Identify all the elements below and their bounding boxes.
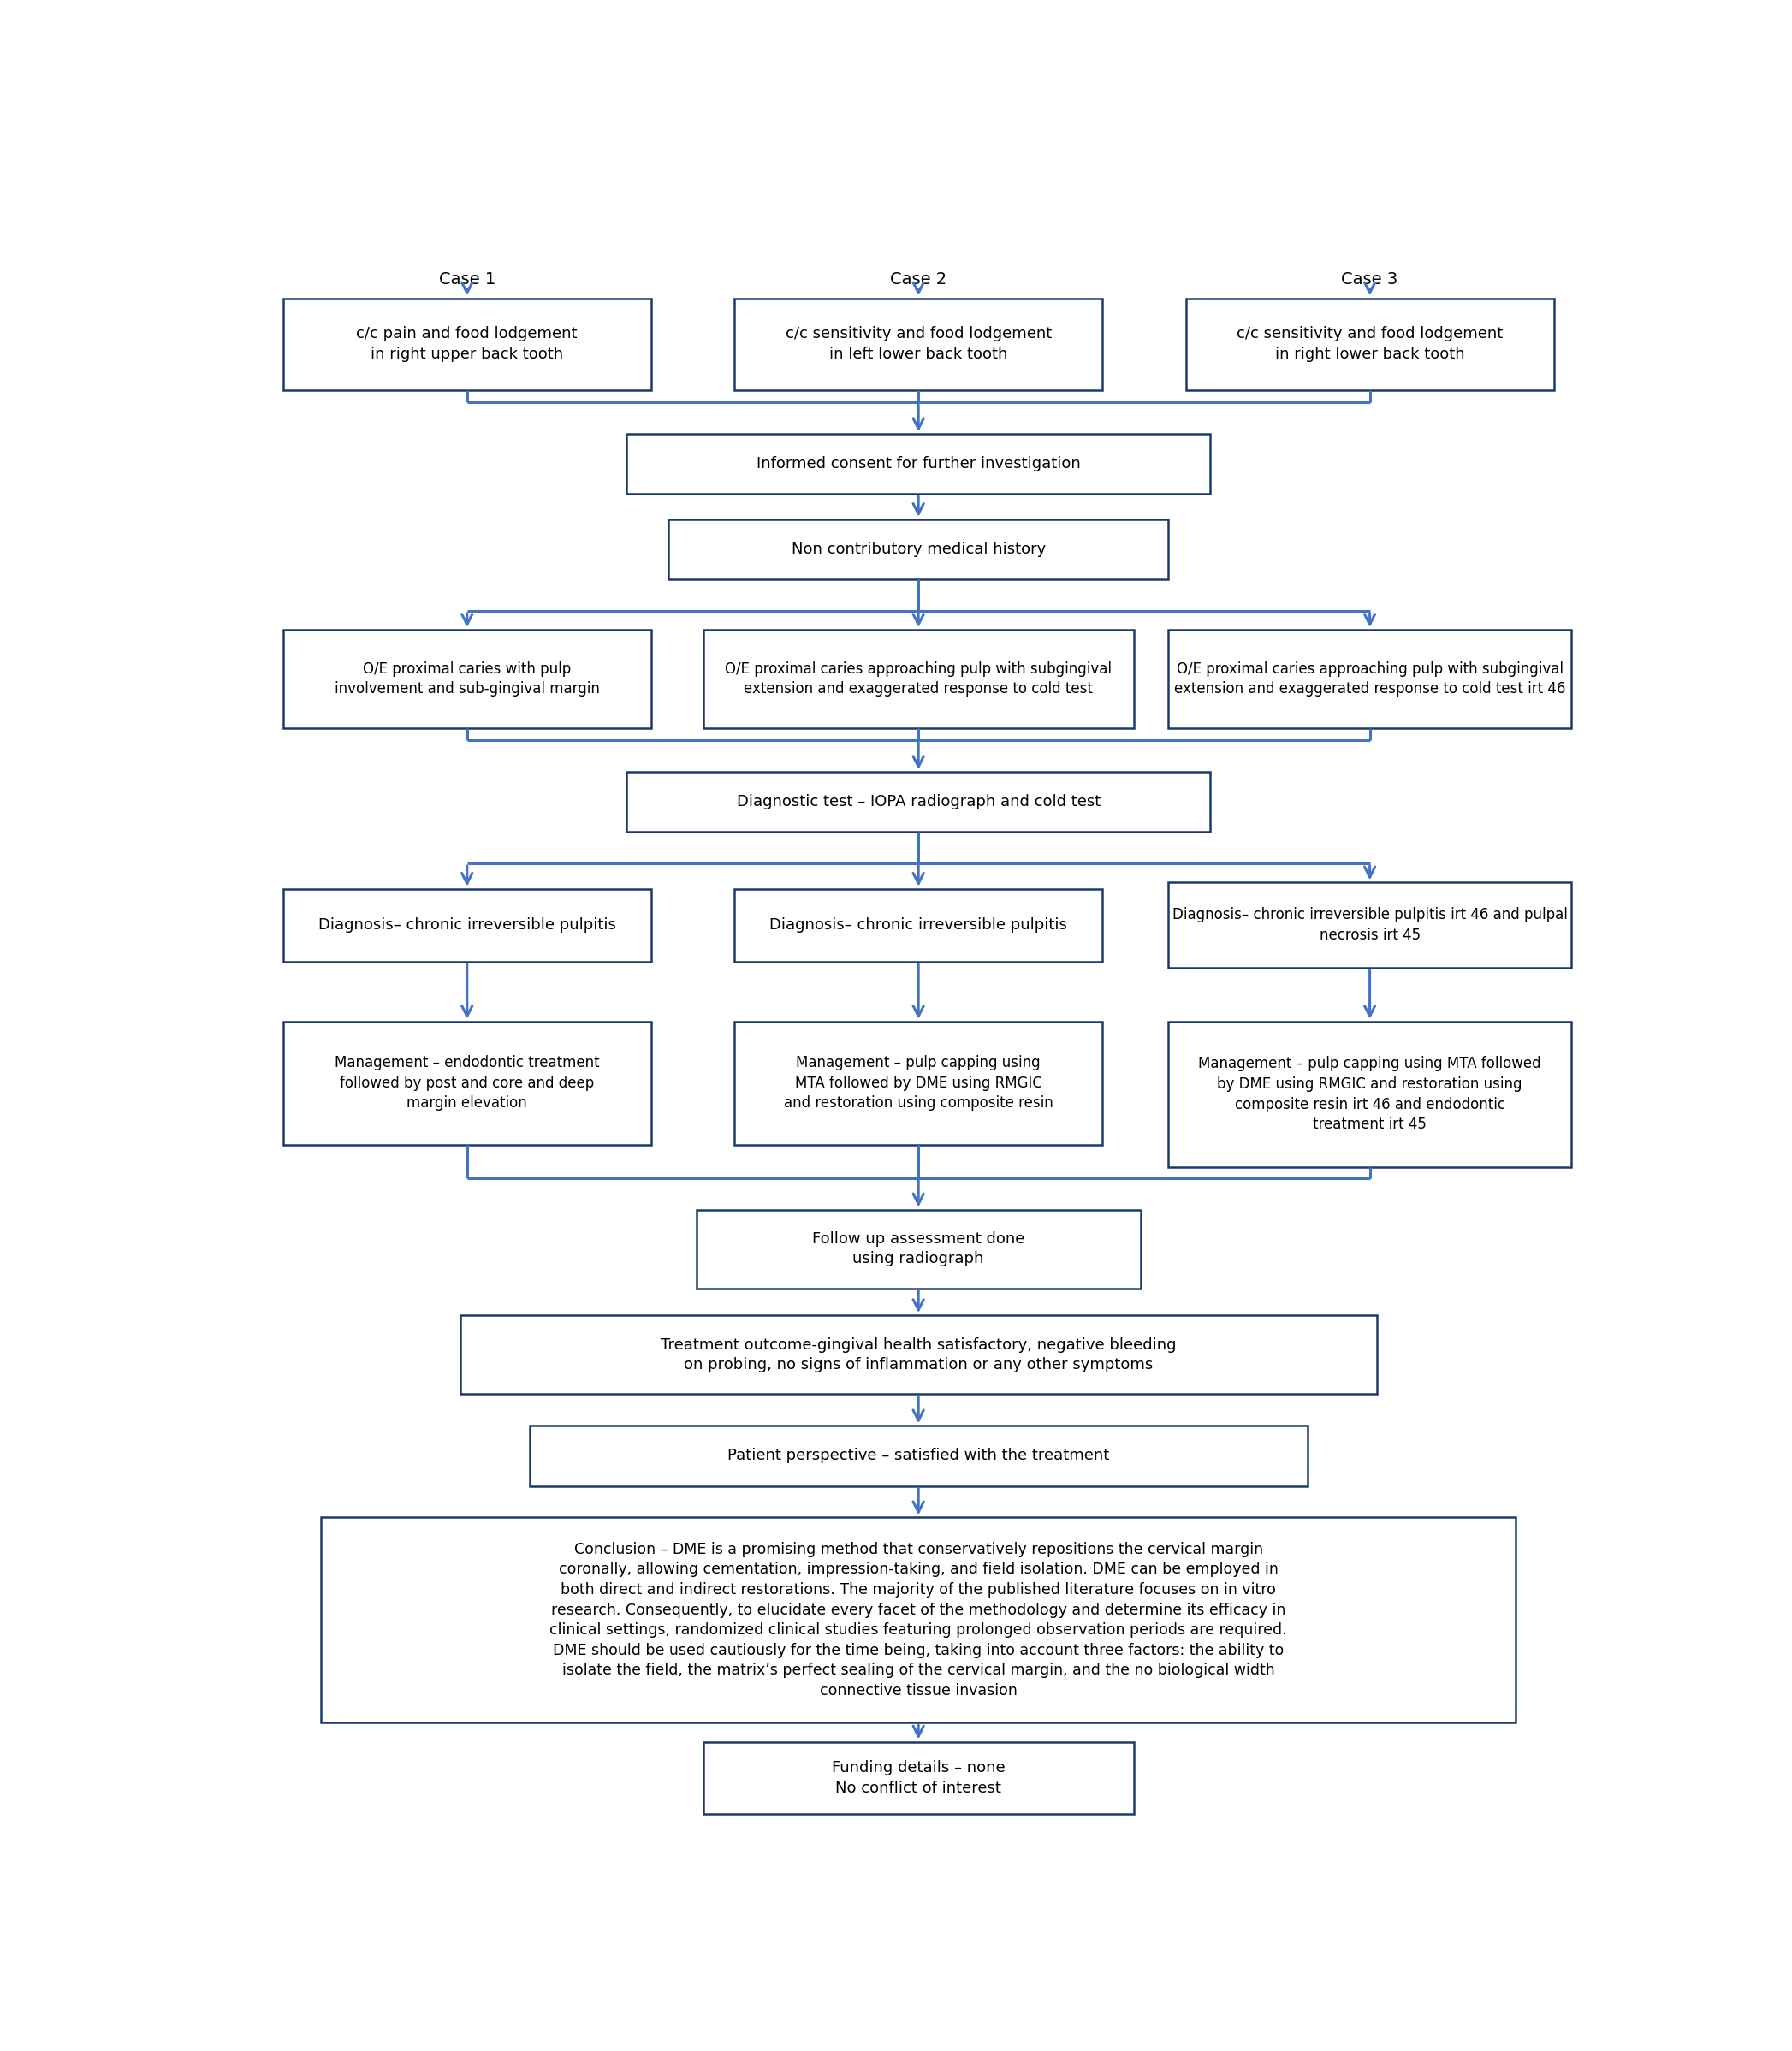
FancyBboxPatch shape: [1168, 1021, 1572, 1167]
Text: Case 3: Case 3: [1342, 271, 1398, 287]
Text: Diagnosis– chronic irreversible pulpitis: Diagnosis– chronic irreversible pulpitis: [319, 917, 616, 933]
Text: Treatment outcome-gingival health satisfactory, negative bleeding
on probing, no: Treatment outcome-gingival health satisf…: [661, 1337, 1176, 1372]
Text: O/E proximal caries approaching pulp with subgingival
extension and exaggerated : O/E proximal caries approaching pulp wit…: [1174, 660, 1566, 697]
Text: Diagnostic test – IOPA radiograph and cold test: Diagnostic test – IOPA radiograph and co…: [737, 794, 1100, 810]
Text: c/c pain and food lodgement
in right upper back tooth: c/c pain and food lodgement in right upp…: [357, 326, 577, 361]
FancyBboxPatch shape: [321, 1518, 1516, 1723]
Text: Management – endodontic treatment
followed by post and core and deep
margin elev: Management – endodontic treatment follow…: [335, 1054, 600, 1112]
FancyBboxPatch shape: [627, 435, 1210, 494]
Text: Diagnosis– chronic irreversible pulpitis: Diagnosis– chronic irreversible pulpitis: [769, 917, 1068, 933]
FancyBboxPatch shape: [627, 771, 1210, 833]
Text: c/c sensitivity and food lodgement
in right lower back tooth: c/c sensitivity and food lodgement in ri…: [1236, 326, 1503, 361]
Text: Funding details – none
No conflict of interest: Funding details – none No conflict of in…: [831, 1760, 1005, 1797]
Text: Case 2: Case 2: [891, 271, 946, 287]
Text: Non contributory medical history: Non contributory medical history: [792, 541, 1045, 558]
FancyBboxPatch shape: [702, 1741, 1134, 1815]
FancyBboxPatch shape: [735, 297, 1102, 390]
FancyBboxPatch shape: [530, 1425, 1308, 1485]
Text: Management – pulp capping using
MTA followed by DME using RMGIC
and restoration : Management – pulp capping using MTA foll…: [783, 1054, 1054, 1112]
FancyBboxPatch shape: [283, 888, 650, 962]
Text: c/c sensitivity and food lodgement
in left lower back tooth: c/c sensitivity and food lodgement in le…: [785, 326, 1052, 361]
Text: Case 1: Case 1: [439, 271, 495, 287]
Text: Follow up assessment done
using radiograph: Follow up assessment done using radiogra…: [812, 1231, 1025, 1268]
FancyBboxPatch shape: [283, 1021, 650, 1144]
FancyBboxPatch shape: [1168, 630, 1572, 728]
FancyBboxPatch shape: [1186, 297, 1554, 390]
Text: Management – pulp capping using MTA followed
by DME using RMGIC and restoration : Management – pulp capping using MTA foll…: [1199, 1056, 1541, 1132]
FancyBboxPatch shape: [283, 630, 650, 728]
FancyBboxPatch shape: [283, 297, 650, 390]
FancyBboxPatch shape: [668, 519, 1168, 578]
FancyBboxPatch shape: [695, 1210, 1140, 1288]
Text: Conclusion – DME is a promising method that conservatively repositions the cervi: Conclusion – DME is a promising method t…: [550, 1542, 1287, 1698]
FancyBboxPatch shape: [461, 1315, 1376, 1395]
FancyBboxPatch shape: [735, 1021, 1102, 1144]
Text: Diagnosis– chronic irreversible pulpitis irt 46 and pulpal
necrosis irt 45: Diagnosis– chronic irreversible pulpitis…: [1172, 907, 1568, 943]
Text: Patient perspective – satisfied with the treatment: Patient perspective – satisfied with the…: [728, 1448, 1109, 1464]
FancyBboxPatch shape: [735, 888, 1102, 962]
Text: O/E proximal caries with pulp
involvement and sub-gingival margin: O/E proximal caries with pulp involvemen…: [335, 660, 600, 697]
FancyBboxPatch shape: [1168, 882, 1572, 968]
FancyBboxPatch shape: [702, 630, 1134, 728]
Text: Informed consent for further investigation: Informed consent for further investigati…: [756, 457, 1081, 472]
Text: O/E proximal caries approaching pulp with subgingival
extension and exaggerated : O/E proximal caries approaching pulp wit…: [726, 660, 1111, 697]
